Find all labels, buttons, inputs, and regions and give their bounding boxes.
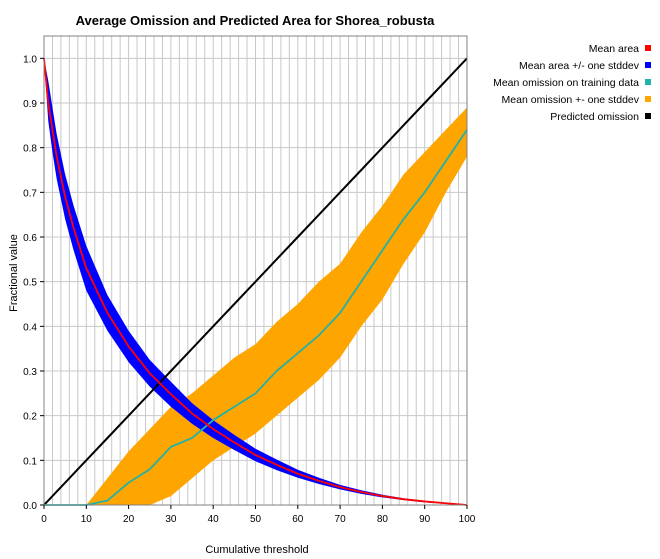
- x-tick-label: 10: [81, 514, 93, 525]
- legend: Mean area Mean area +/- one stddev Mean om…: [493, 43, 651, 123]
- x-tick-label: 0: [41, 514, 47, 525]
- chart-title: Average Omission and Predicted Area for …: [76, 13, 436, 28]
- y-tick-label: 0.4: [23, 322, 37, 333]
- y-tick-label: 0.9: [23, 99, 37, 110]
- y-tick-label: 0.1: [23, 456, 37, 467]
- y-tick-label: 0.3: [23, 367, 37, 378]
- x-tick-label: 100: [459, 514, 476, 525]
- y-tick-label: 0.6: [23, 233, 37, 244]
- y-tick-label: 0.5: [23, 278, 37, 289]
- legend-swatch: [645, 79, 651, 85]
- y-tick-label: 0.2: [23, 412, 37, 423]
- x-axis-ticks: 0 10 20 30 40 50 60 70 80 90 100: [41, 505, 476, 525]
- x-tick-label: 70: [335, 514, 347, 525]
- x-axis-label: Cumulative threshold: [205, 544, 308, 556]
- x-tick-label: 20: [123, 514, 135, 525]
- legend-label: Predicted omission: [550, 111, 639, 123]
- y-axis-ticks: 0.0 0.1 0.2 0.3 0.4 0.5 0.6 0.7 0.8 0.9 1.0: [23, 54, 44, 512]
- y-axis-label: Fractional value: [8, 234, 20, 312]
- x-tick-label: 30: [165, 514, 177, 525]
- legend-swatch: [645, 62, 651, 68]
- y-tick-label: 0.7: [23, 188, 37, 199]
- legend-label: Mean area: [589, 43, 639, 55]
- legend-label: Mean omission on training data: [493, 77, 639, 89]
- x-tick-label: 40: [208, 514, 220, 525]
- x-tick-label: 50: [250, 514, 262, 525]
- series-line: [43, 58, 468, 506]
- legend-swatch: [645, 45, 651, 51]
- x-tick-label: 90: [419, 514, 431, 525]
- legend-label: Mean omission +- one stddev: [502, 94, 640, 106]
- legend-swatch: [645, 113, 651, 119]
- x-tick-label: 80: [377, 514, 389, 525]
- x-tick-label: 60: [292, 514, 304, 525]
- series-line: [43, 57, 468, 506]
- legend-label: Mean area +/- one stddev: [519, 60, 640, 72]
- legend-swatch: [645, 96, 651, 102]
- y-tick-label: 0.8: [23, 144, 37, 155]
- series-band: [44, 107, 467, 505]
- y-tick-label: 0.0: [23, 501, 37, 512]
- y-tick-label: 1.0: [23, 54, 37, 65]
